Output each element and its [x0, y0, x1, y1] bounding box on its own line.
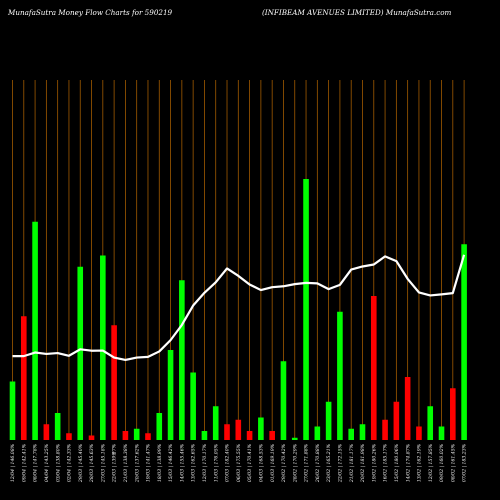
x-tick-label: 14/03 | 155.46%	[179, 443, 185, 482]
money-flow-bar	[54, 413, 61, 440]
x-tick-label: 18/03 | 138.99%	[157, 443, 163, 482]
money-flow-bar	[348, 428, 354, 440]
money-flow-bar	[190, 372, 196, 440]
money-flow-bar	[461, 244, 467, 440]
x-axis-labels: 12/04 | 146.08% 09/04 | 142.41% 08/04 | 14…	[10, 443, 468, 483]
x-tick-label: 08/02 | 161.45%	[450, 443, 456, 482]
x-tick-label: 21/02 | 181.17%	[349, 443, 355, 483]
x-tick-label: 09/04 | 142.41%	[21, 443, 27, 482]
x-tick-label: 22/02 | 172.15%	[338, 443, 344, 483]
money-flow-bar	[438, 426, 445, 440]
x-tick-label: 22/03 | 139.27%	[112, 443, 118, 483]
x-tick-label: 20/02 | 181.98%	[360, 443, 366, 483]
money-flow-bar	[167, 350, 174, 440]
axis-marker-label: $	[112, 451, 115, 457]
money-flow-bar	[246, 431, 253, 440]
x-tick-label: 15/03 | 146.42%	[168, 443, 174, 482]
x-tick-label: 04/04 | 143.25%	[44, 443, 50, 482]
x-tick-label: 20/03 | 137.62%	[134, 443, 140, 483]
money-flow-bar	[179, 280, 185, 440]
x-tick-label: 12/03 | 170.17%	[202, 443, 208, 482]
x-tick-label: 14/02 | 174.87%	[405, 443, 411, 482]
x-tick-label: 19/03 | 141.47%	[146, 443, 152, 482]
money-flow-bar	[359, 424, 366, 440]
x-tick-label: 27/02 | 171.88%	[304, 443, 310, 483]
x-tick-label: 04/03 | 168.53%	[258, 443, 264, 482]
money-flow-bar	[393, 401, 400, 440]
price-line	[12, 254, 466, 361]
x-tick-label: 07/02 | 183.23%	[462, 443, 468, 482]
money-flow-bar	[427, 406, 434, 440]
money-flow-bar	[370, 296, 377, 440]
x-tick-label: 02/04 | 142.33%	[67, 443, 73, 482]
money-flow-bar	[9, 381, 16, 440]
x-tick-label: 07/03 | 182.40%	[225, 443, 231, 482]
x-tick-label: 09/02 | 160.02%	[439, 443, 445, 482]
bars	[9, 179, 467, 440]
money-flow-bar	[20, 316, 27, 440]
money-flow-bar	[404, 377, 411, 440]
money-flow-bar	[145, 433, 151, 440]
x-tick-label: 11/03 | 176.05%	[213, 443, 219, 482]
x-tick-label: 12/04 | 146.08%	[10, 443, 16, 482]
money-flow-bar	[280, 361, 287, 440]
money-flow-bar	[269, 431, 275, 440]
x-tick-label: 13/02 | 162.19%	[417, 443, 423, 482]
money-flow-bar	[314, 426, 321, 440]
money-flow-bar	[201, 431, 208, 440]
chart-header-left: MunafaSutra Money Flow Charts for 590219	[8, 8, 173, 17]
money-flow-bar	[156, 413, 163, 440]
money-flow-bar	[450, 388, 456, 440]
money-flow-bar	[382, 419, 388, 440]
x-tick-label: 28/02 | 170.29%	[292, 443, 298, 483]
x-tick-label: 08/04 | 147.78%	[33, 443, 39, 482]
money-flow-bar	[416, 426, 422, 440]
money-flow-bar	[122, 431, 129, 440]
money-flow-bar	[325, 401, 332, 440]
money-flow-bar	[77, 266, 84, 440]
money-flow-bar	[337, 311, 343, 440]
chart-header-right: (INFIBEAM AVENUES LIMITED) MunafaSutra.c…	[262, 8, 452, 17]
x-tick-label: 21/03 | 138.38%	[123, 443, 129, 483]
x-tick-label: 23/02 | 165.21%	[326, 443, 332, 483]
x-tick-label: 28/03 | 145.63%	[89, 443, 95, 483]
money-flow-bar	[303, 179, 309, 440]
x-tick-label: 19/02 | 180.26%	[371, 443, 377, 482]
x-tick-label: 13/03 | 162.65%	[191, 443, 197, 482]
money-flow-bar	[291, 437, 298, 440]
x-tick-label: 01/03 | 169.19%	[270, 443, 276, 482]
money-flow-bar	[88, 435, 95, 440]
money-flow-bar	[258, 417, 264, 440]
x-tick-label: 29/03 | 145.40%	[78, 443, 84, 483]
x-tick-label: 27/03 | 145.18%	[100, 443, 106, 483]
x-tick-label: 29/02 | 170.42%	[281, 443, 287, 483]
money-flow-bar	[43, 424, 50, 440]
grid-lines	[12, 80, 465, 440]
money-flow-bar	[111, 325, 117, 440]
money-flow-bar	[212, 406, 219, 440]
x-tick-label: 03/04 | 138.80%	[55, 443, 61, 482]
money-flow-bar	[100, 255, 106, 440]
x-tick-label: 05/03 | 170.41%	[247, 443, 253, 482]
x-tick-label: 15/02 | 180.06%	[394, 443, 400, 482]
x-tick-label: 12/02 | 157.85%	[428, 443, 434, 482]
money-flow-bar	[32, 221, 38, 440]
x-tick-label: 16/02 | 185.17%	[383, 443, 389, 482]
money-flow-bar	[224, 424, 230, 440]
money-flow-bar	[133, 428, 140, 440]
x-tick-label: 26/02 | 170.88%	[315, 443, 321, 483]
money-flow-bar	[235, 419, 242, 440]
money-flow-bar	[66, 433, 72, 440]
x-tick-label: 06/03 | 175.55%	[236, 443, 242, 482]
